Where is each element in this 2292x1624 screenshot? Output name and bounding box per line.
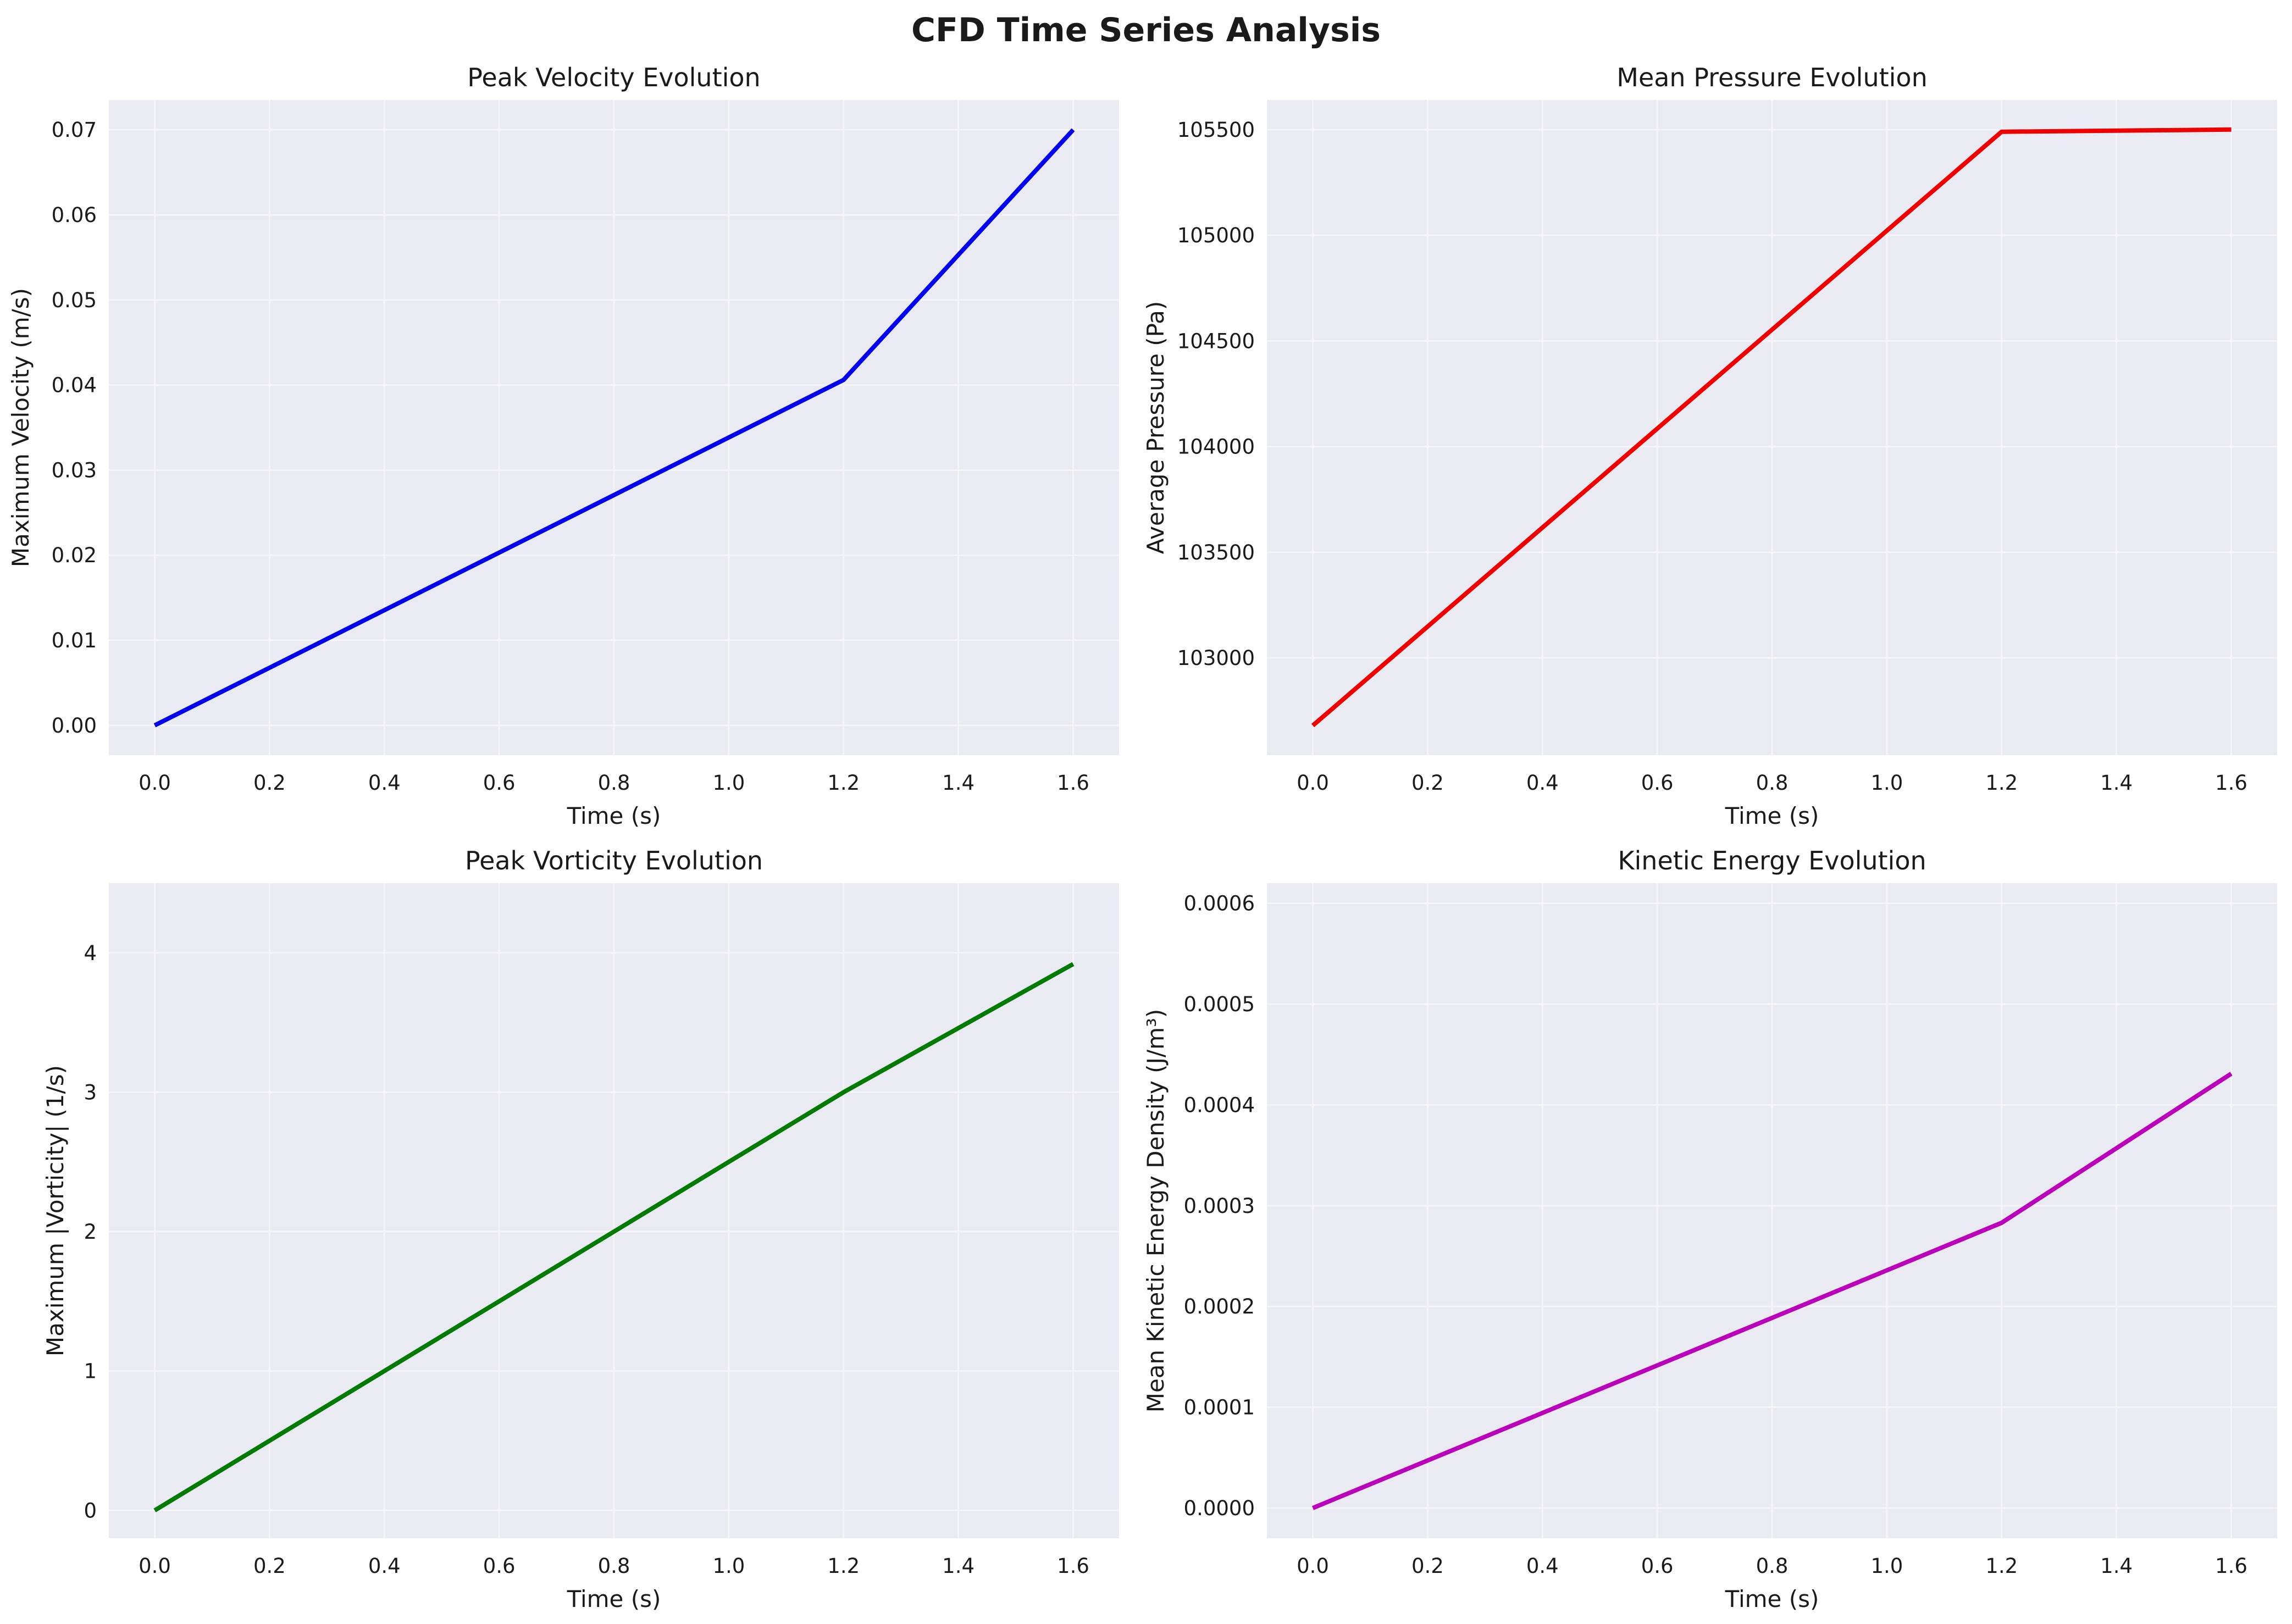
y-tick-label-vorticity-1: 1 [84,1360,97,1383]
x-tick-label-pressure-0: 0.0 [1297,771,1329,795]
y-axis-label-velocity: Maximum Velocity (m/s) [7,288,34,567]
x-tick-label-vorticity-5: 1.0 [712,1554,745,1578]
series-line-vorticity [153,962,1075,1512]
panel-velocity: 0.0 0.2 0.4 0.6 0.8 1.0 1.2 1.4 1.6 0.00 0.01 0.02 0… [7,63,1119,829]
x-tick-label-kinetic-energy-8: 1.6 [2215,1554,2247,1578]
x-tick-label-vorticity-6: 1.2 [827,1554,860,1578]
y-tick-label-velocity-7: 0.07 [52,118,97,142]
panels: 0.0 0.2 0.4 0.6 0.8 1.0 1.2 1.4 1.60.000.010.020… [7,63,2277,1612]
y-tick-label-kinetic-energy-1: 0.0001 [1184,1396,1255,1420]
y-tick-label-vorticity-3: 3 [84,1080,97,1104]
x-tick-label-kinetic-energy-0: 0.0 [1297,1554,1329,1578]
x-tick-label-velocity-6: 1.2 [827,771,860,795]
y-tick-label-velocity-3: 0.03 [52,458,97,482]
x-tick-label-pressure-2: 0.4 [1526,771,1559,795]
y-tick-label-kinetic-energy-5: 0.0005 [1184,993,1255,1016]
y-tick-label-pressure-4: 105000 [1177,224,1255,247]
figure-title: CFD Time Series Analysis [911,11,1381,49]
panel-title-vorticity: Peak Vorticity Evolution [465,846,763,875]
panel-pressure: 0.0 0.2 0.4 0.6 0.8 1.0 1.2 1.4 1.6 103000 103500 1… [1142,63,2277,829]
y-tick-label-pressure-5: 105500 [1177,118,1255,142]
x-tick-label-velocity-3: 0.6 [483,771,516,795]
x-tick-label-pressure-6: 1.2 [1985,771,2018,795]
y-tick-label-kinetic-energy-6: 0.0006 [1184,892,1255,916]
y-tick-label-velocity-0: 0.00 [52,714,97,738]
series-line-velocity [153,128,1075,728]
y-tick-label-vorticity-0: 0 [84,1499,97,1522]
x-tick-label-velocity-0: 0.0 [139,771,171,795]
x-tick-label-pressure-1: 0.2 [1411,771,1444,795]
x-tick-label-velocity-4: 0.8 [598,771,630,795]
x-axis-label-pressure: Time (s) [1725,802,1819,829]
y-tick-label-kinetic-energy-2: 0.0002 [1184,1295,1255,1318]
x-tick-label-kinetic-energy-1: 0.2 [1411,1554,1444,1578]
y-tick-label-pressure-2: 104000 [1177,435,1255,459]
y-tick-label-velocity-1: 0.01 [52,629,97,652]
y-tick-label-velocity-2: 0.02 [52,544,97,567]
x-tick-label-pressure-8: 1.6 [2215,771,2247,795]
x-axis-label-kinetic-energy: Time (s) [1725,1586,1819,1612]
x-tick-label-vorticity-2: 0.4 [368,1554,401,1578]
x-tick-label-vorticity-4: 0.8 [598,1554,630,1578]
x-tick-label-velocity-7: 1.4 [942,771,975,795]
x-tick-label-kinetic-energy-2: 0.4 [1526,1554,1559,1578]
x-tick-label-kinetic-energy-4: 0.8 [1756,1554,1789,1578]
panel-title-kinetic-energy: Kinetic Energy Evolution [1618,846,1926,875]
x-tick-label-velocity-5: 1.0 [712,771,745,795]
x-tick-label-pressure-7: 1.4 [2100,771,2133,795]
y-axis-label-vorticity: Maximum |Vorticity| (1/s) [42,1065,69,1356]
y-tick-label-kinetic-energy-3: 0.0003 [1184,1194,1255,1218]
panel-vorticity: 0.0 0.2 0.4 0.6 0.8 1.0 1.2 1.4 1.6 0 1 2 3 4 Peak Vor… [42,846,1119,1612]
y-axis-label-kinetic-energy: Mean Kinetic Energy Density (J/m³) [1142,1009,1169,1413]
series-line-kinetic-energy [1311,1072,2233,1510]
x-tick-label-kinetic-energy-5: 1.0 [1870,1554,1903,1578]
panel-title-pressure: Mean Pressure Evolution [1616,63,1927,92]
y-tick-label-velocity-6: 0.06 [52,203,97,227]
y-tick-label-velocity-4: 0.04 [52,374,97,397]
panel-title-velocity: Peak Velocity Evolution [467,63,760,92]
y-tick-label-vorticity-4: 4 [84,941,97,965]
x-tick-label-kinetic-energy-3: 0.6 [1641,1554,1674,1578]
y-tick-label-pressure-3: 104500 [1177,329,1255,353]
x-tick-label-vorticity-8: 1.6 [1057,1554,1089,1578]
y-tick-label-kinetic-energy-0: 0.0000 [1184,1496,1255,1520]
x-tick-label-kinetic-energy-6: 1.2 [1985,1554,2018,1578]
y-tick-label-pressure-1: 103500 [1177,541,1255,564]
y-tick-label-kinetic-energy-4: 0.0004 [1184,1093,1255,1117]
y-tick-label-pressure-0: 103000 [1177,646,1255,670]
x-tick-label-pressure-3: 0.6 [1641,771,1674,795]
series-line-pressure [1311,127,2232,728]
x-tick-label-pressure-4: 0.8 [1756,771,1789,795]
panel-kinetic-energy: 0.0 0.2 0.4 0.6 0.8 1.0 1.2 1.4 1.6 0.0000 0.0001 0… [1142,846,2277,1612]
x-axis-label-vorticity: Time (s) [567,1586,661,1612]
x-tick-label-vorticity-1: 0.2 [253,1554,286,1578]
y-tick-label-velocity-5: 0.05 [52,289,97,312]
x-tick-label-pressure-5: 1.0 [1870,771,1903,795]
x-tick-label-vorticity-0: 0.0 [139,1554,171,1578]
y-axis-label-pressure: Average Pressure (Pa) [1142,301,1169,554]
x-tick-label-velocity-1: 0.2 [253,771,286,795]
x-tick-label-velocity-8: 1.6 [1057,771,1089,795]
y-tick-label-vorticity-2: 2 [84,1220,97,1244]
x-tick-label-vorticity-7: 1.4 [942,1554,975,1578]
x-axis-label-velocity: Time (s) [567,802,661,829]
x-tick-label-velocity-2: 0.4 [368,771,401,795]
x-tick-label-vorticity-3: 0.6 [483,1554,516,1578]
x-tick-label-kinetic-energy-7: 1.4 [2100,1554,2133,1578]
